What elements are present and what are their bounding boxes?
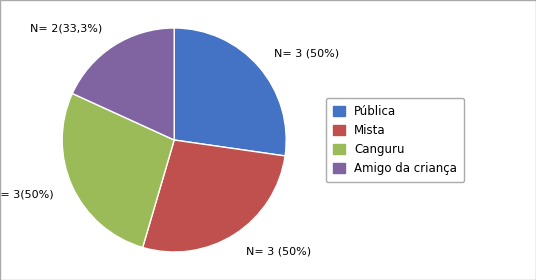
Wedge shape <box>72 28 174 140</box>
Wedge shape <box>174 28 286 156</box>
Text: N= 3 (50%): N= 3 (50%) <box>274 48 339 59</box>
Text: N= 3 (50%): N= 3 (50%) <box>245 246 311 256</box>
Text: N= 2(33,3%): N= 2(33,3%) <box>31 24 103 34</box>
Text: N= 3(50%): N= 3(50%) <box>0 190 54 200</box>
Wedge shape <box>62 94 174 248</box>
Wedge shape <box>143 140 285 252</box>
Legend: Pública, Mista, Canguru, Amigo da criança: Pública, Mista, Canguru, Amigo da crianç… <box>326 98 464 182</box>
